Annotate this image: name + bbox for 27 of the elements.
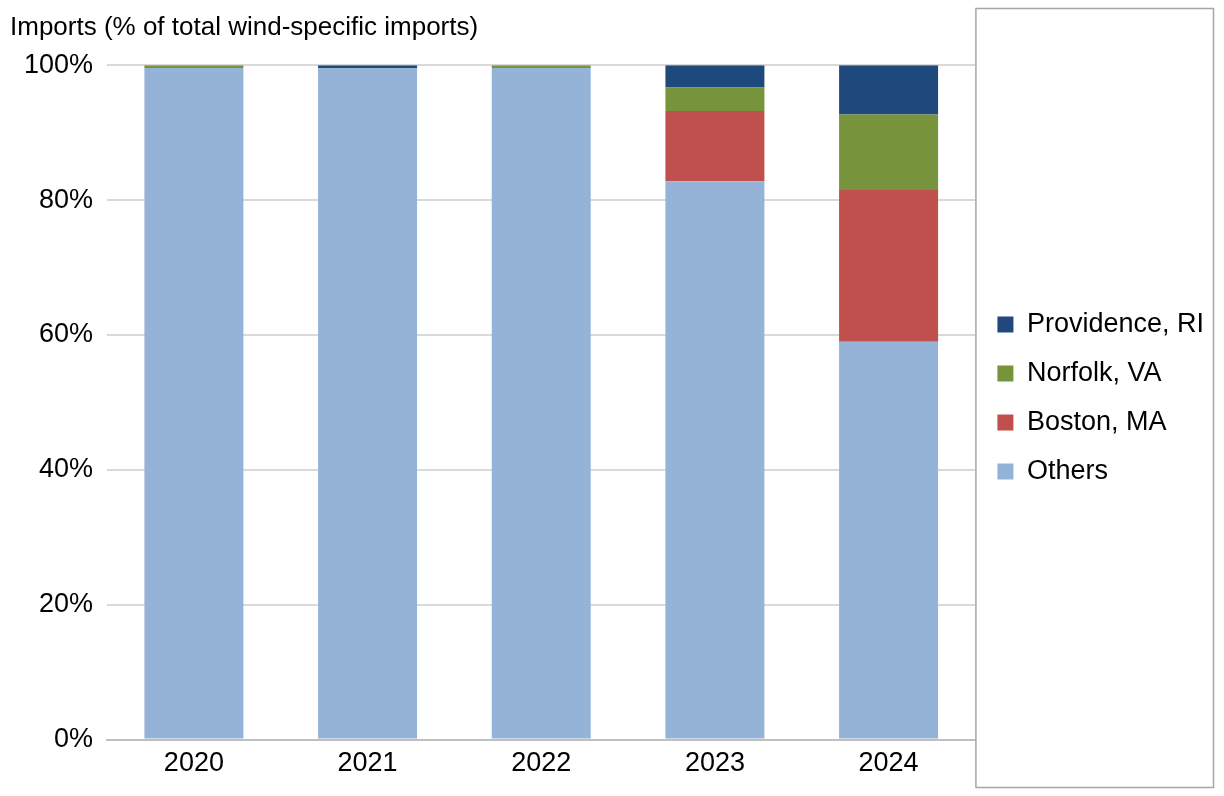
y-axis-title: Imports (% of total wind-specific imports) xyxy=(10,10,479,41)
x-tick-label: 2023 xyxy=(684,747,745,778)
bar xyxy=(839,189,939,342)
bar xyxy=(839,114,939,190)
bar xyxy=(839,341,939,739)
bar xyxy=(665,65,765,88)
legend-label: Boston, MA xyxy=(1026,405,1167,436)
legend-label: Providence, RI xyxy=(1026,307,1205,338)
bar xyxy=(491,67,591,739)
bar xyxy=(318,67,418,739)
x-tick-label: 2020 xyxy=(163,747,224,778)
bar xyxy=(144,67,244,739)
x-tick-label: 2024 xyxy=(858,747,919,778)
y-tick-label: 60% xyxy=(39,318,94,349)
bar xyxy=(665,111,765,182)
legend-label: Others xyxy=(1026,454,1108,485)
x-tick-label: 2022 xyxy=(511,747,572,778)
y-tick-label: 0% xyxy=(54,723,94,754)
y-tick-label: 80% xyxy=(39,183,94,214)
bar xyxy=(665,87,765,112)
legend-label: Norfolk, VA xyxy=(1026,356,1162,387)
bar xyxy=(665,181,765,739)
bar xyxy=(839,65,939,115)
y-tick-label: 20% xyxy=(39,588,94,619)
y-tick-label: 40% xyxy=(39,453,94,484)
x-tick-label: 2021 xyxy=(337,747,398,778)
y-tick-label: 100% xyxy=(23,48,94,79)
